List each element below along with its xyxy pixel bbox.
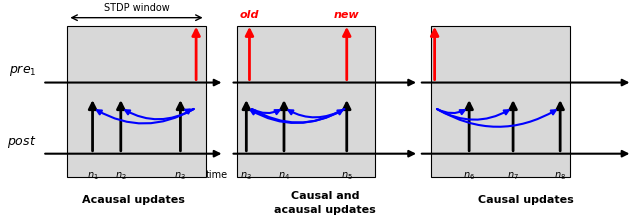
Text: STDP window: STDP window: [104, 3, 170, 13]
Bar: [67, 26, 205, 177]
Text: time: time: [205, 170, 228, 180]
Text: old: old: [240, 10, 259, 20]
Text: $n_2$: $n_2$: [115, 170, 127, 182]
Text: Causal updates: Causal updates: [477, 195, 573, 205]
Text: $post$: $post$: [6, 133, 36, 150]
Bar: [431, 26, 570, 177]
Text: Causal and: Causal and: [291, 191, 359, 201]
Text: $n_3$: $n_3$: [241, 170, 252, 182]
Text: $n_4$: $n_4$: [278, 170, 290, 182]
Text: $n_1$: $n_1$: [86, 170, 99, 182]
Text: $n_8$: $n_8$: [554, 170, 566, 182]
Text: $n_7$: $n_7$: [507, 170, 519, 182]
Text: Acausal updates: Acausal updates: [82, 195, 185, 205]
Text: $n_6$: $n_6$: [463, 170, 475, 182]
Bar: [237, 26, 375, 177]
Text: $n_5$: $n_5$: [340, 170, 353, 182]
Text: $n_3$: $n_3$: [175, 170, 186, 182]
Text: new: new: [334, 10, 360, 20]
Text: $pre_1$: $pre_1$: [8, 63, 36, 78]
Text: acausal updates: acausal updates: [274, 205, 376, 215]
